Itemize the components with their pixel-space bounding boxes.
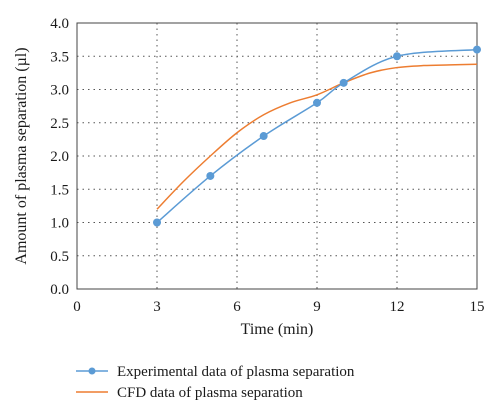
- legend-swatch-experimental-marker: [88, 367, 96, 375]
- plot-frame: [76, 22, 478, 290]
- y-tick-label: 3.0: [50, 83, 69, 99]
- grid: [77, 23, 477, 289]
- data-point-experimental: [153, 218, 161, 227]
- legend-label-experimental: Experimental data of plasma separation: [117, 364, 355, 380]
- y-tick-label: 1.5: [50, 182, 69, 198]
- series-line-experimental: [156, 48, 478, 224]
- x-tick-label: 6: [233, 299, 241, 315]
- data-point-experimental: [313, 98, 321, 107]
- x-tick-label: 15: [470, 299, 485, 315]
- series-line-cfd: [156, 63, 478, 210]
- y-tick-label: 1.0: [50, 216, 69, 232]
- y-axis-label: Amount of plasma separation (µl): [13, 47, 30, 264]
- legend-item-experimental: Experimental data of plasma separation: [76, 364, 355, 380]
- data-point-experimental: [206, 171, 215, 180]
- y-tick-label: 4.0: [50, 16, 69, 32]
- legend-label-cfd: CFD data of plasma separation: [117, 385, 303, 401]
- x-tick-label: 3: [153, 299, 161, 315]
- x-axis-label: Time (min): [241, 321, 314, 338]
- data-point-experimental: [339, 78, 348, 87]
- x-tick-label: 0: [73, 299, 81, 315]
- y-tick-labels: 0.0 0.5 1.0 1.5 2.0 2.5 3.0 3.5 4.0: [50, 16, 69, 298]
- y-tick-label: 0.0: [50, 282, 69, 298]
- y-tick-label: 3.5: [50, 49, 69, 65]
- legend-item-cfd: CFD data of plasma separation: [76, 385, 303, 401]
- x-tick-label: 9: [313, 299, 321, 315]
- x-tick-labels: 0 3 6 9 12 15: [73, 299, 484, 315]
- data-point-experimental: [259, 132, 268, 141]
- y-tick-label: 0.5: [50, 249, 69, 265]
- y-tick-label: 2.0: [50, 149, 69, 165]
- series: [153, 45, 481, 227]
- y-tick-label: 2.5: [50, 116, 69, 132]
- legend: Experimental data of plasma separation C…: [76, 364, 355, 401]
- data-point-experimental: [473, 45, 481, 54]
- data-point-experimental: [393, 52, 401, 61]
- x-tick-label: 12: [390, 299, 405, 315]
